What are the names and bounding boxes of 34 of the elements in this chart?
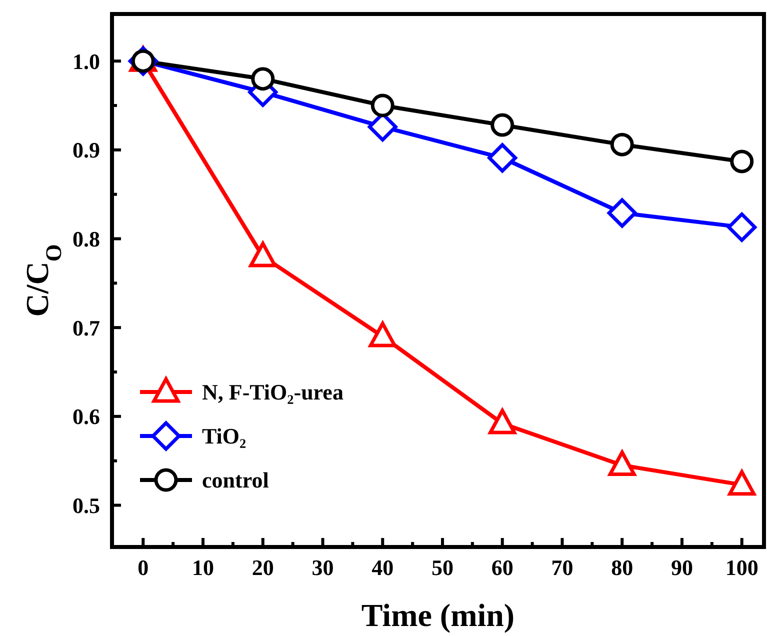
x-tick-label: 50 bbox=[431, 555, 454, 580]
point bbox=[727, 212, 757, 242]
y-tick-label: 0.7 bbox=[72, 315, 100, 340]
x-tick-label: 0 bbox=[138, 555, 149, 580]
x-tick-label: 20 bbox=[252, 555, 274, 580]
x-axis-title: Time (min) bbox=[361, 597, 515, 633]
point bbox=[490, 113, 514, 137]
x-tick-label: 80 bbox=[611, 555, 634, 580]
y-tick-label: 0.8 bbox=[72, 226, 100, 252]
point bbox=[607, 198, 637, 228]
point bbox=[728, 470, 756, 496]
legend-label: N, F-TiO₂-urea bbox=[202, 380, 344, 405]
legend-label: control bbox=[202, 468, 269, 493]
point bbox=[730, 150, 754, 174]
point bbox=[488, 143, 518, 173]
x-tick-label: 70 bbox=[551, 555, 574, 580]
x-tick-label: 60 bbox=[491, 555, 514, 580]
x-tick-label: 30 bbox=[312, 555, 334, 580]
legend-label: TiO₂ bbox=[202, 424, 246, 449]
point bbox=[610, 132, 634, 156]
point bbox=[370, 94, 394, 118]
y-tick-label: 0.9 bbox=[72, 138, 100, 163]
point bbox=[608, 450, 636, 476]
x-tick-label: 10 bbox=[192, 555, 214, 580]
y-tick-label: 0.6 bbox=[72, 404, 100, 430]
x-tick-label: 90 bbox=[670, 555, 693, 580]
point bbox=[368, 322, 396, 348]
y-tick-label: 0.5 bbox=[72, 492, 100, 518]
x-tick-label: 100 bbox=[725, 555, 758, 580]
point bbox=[249, 242, 277, 268]
y-tick-label: 1.0 bbox=[72, 48, 100, 74]
point bbox=[488, 408, 516, 434]
point bbox=[251, 67, 275, 91]
x-tick-label: 40 bbox=[372, 555, 394, 580]
